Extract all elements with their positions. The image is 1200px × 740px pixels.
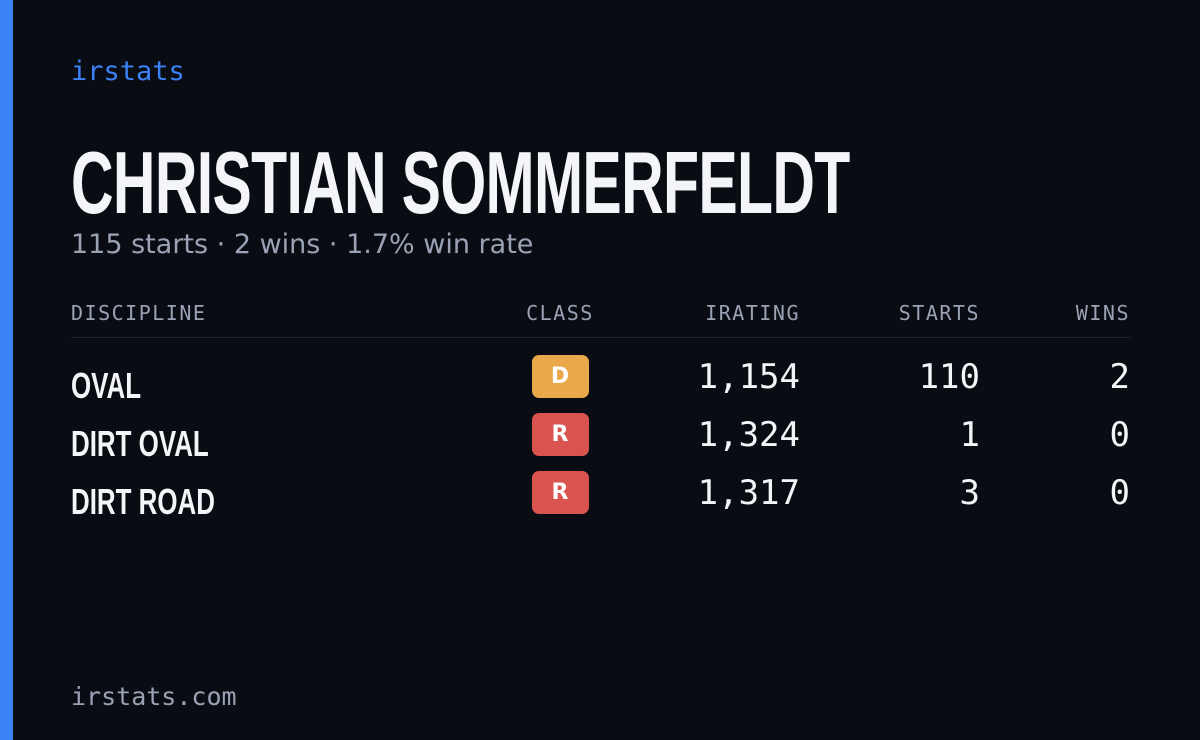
column-header: DISCIPLINE bbox=[71, 301, 207, 325]
driver-summary: 115 starts · 2 wins · 1.7% win rate bbox=[71, 229, 534, 260]
discipline: OVAL bbox=[71, 365, 142, 406]
header-rule bbox=[71, 337, 1131, 338]
class-badge: R bbox=[531, 471, 589, 514]
class-badge: R bbox=[531, 413, 589, 456]
starts-value: 110 bbox=[918, 357, 980, 397]
column-header: IRATING bbox=[705, 301, 800, 325]
column-header: STARTS bbox=[898, 301, 980, 325]
wins-value: 2 bbox=[1109, 357, 1130, 397]
column-header: CLASS bbox=[526, 301, 594, 325]
wins-value: 0 bbox=[1109, 415, 1130, 455]
discipline: DIRT OVAL bbox=[71, 423, 209, 464]
starts-value: 3 bbox=[959, 473, 980, 513]
driver-name: CHRISTIAN SOMMERFELDT bbox=[71, 133, 850, 232]
irating-value: 1,154 bbox=[697, 357, 800, 397]
class-badge: D bbox=[531, 355, 589, 398]
irating-value: 1,317 bbox=[697, 473, 800, 513]
discipline: DIRT ROAD bbox=[71, 481, 215, 522]
column-header: WINS bbox=[1075, 301, 1130, 325]
footer: irstats.com bbox=[71, 682, 237, 711]
starts-value: 1 bbox=[959, 415, 980, 455]
irating-value: 1,324 bbox=[697, 415, 800, 455]
wins-value: 0 bbox=[1109, 473, 1130, 513]
accent-bar bbox=[0, 0, 13, 740]
brand: irstats bbox=[71, 56, 185, 87]
